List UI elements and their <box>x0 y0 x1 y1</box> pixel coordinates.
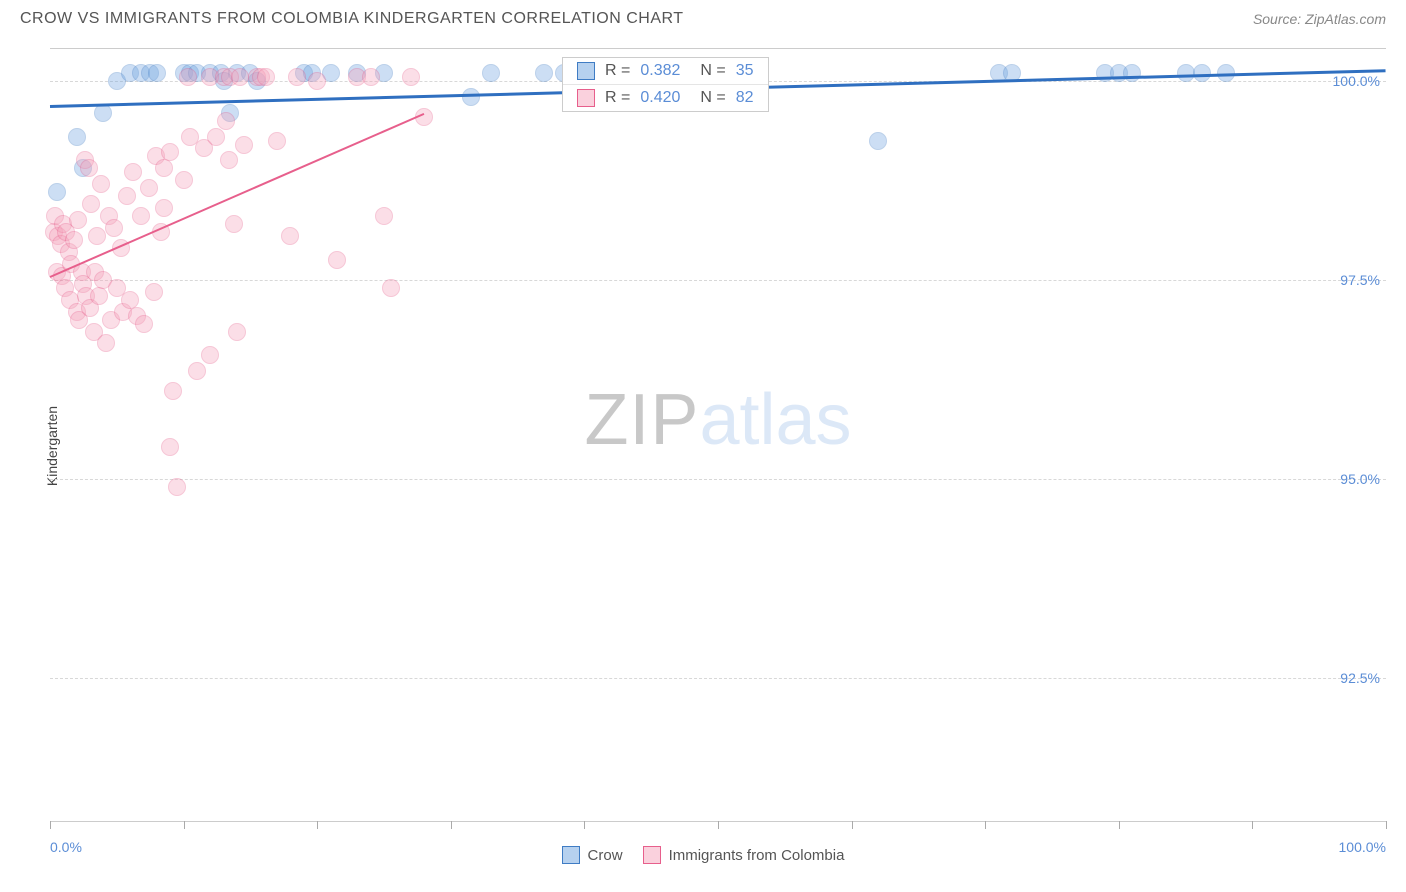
scatter-point <box>105 219 123 237</box>
x-tick <box>184 821 185 829</box>
y-tick-label: 95.0% <box>1340 471 1380 487</box>
scatter-point <box>135 315 153 333</box>
y-tick-label: 100.0% <box>1333 73 1380 89</box>
y-tick-label: 92.5% <box>1340 670 1380 686</box>
legend-n-value: 35 <box>736 62 754 80</box>
scatter-point <box>68 128 86 146</box>
gridline <box>50 479 1386 480</box>
watermark: ZIPatlas <box>584 379 851 461</box>
scatter-point <box>161 438 179 456</box>
x-tick <box>718 821 719 829</box>
scatter-point <box>281 227 299 245</box>
legend-label: Crow <box>588 847 623 864</box>
legend-row: R = 0.420 N = 82 <box>563 85 768 111</box>
swatch-icon <box>577 89 595 107</box>
x-tick <box>1252 821 1253 829</box>
scatter-point <box>97 334 115 352</box>
legend-n-label: N = <box>700 89 725 107</box>
x-tick <box>50 821 51 829</box>
scatter-point <box>48 183 66 201</box>
scatter-point <box>148 64 166 82</box>
scatter-point <box>535 64 553 82</box>
scatter-point <box>132 207 150 225</box>
scatter-point <box>201 346 219 364</box>
x-tick <box>852 821 853 829</box>
scatter-point <box>140 179 158 197</box>
x-tick <box>985 821 986 829</box>
scatter-point <box>362 68 380 86</box>
scatter-point <box>118 187 136 205</box>
scatter-point <box>164 382 182 400</box>
scatter-point <box>80 159 98 177</box>
legend-item-crow: Crow <box>562 846 623 864</box>
scatter-point <box>1193 64 1211 82</box>
legend-label: Immigrants from Colombia <box>669 847 845 864</box>
legend-item-colombia: Immigrants from Colombia <box>643 846 845 864</box>
scatter-point <box>145 283 163 301</box>
scatter-point <box>235 136 253 154</box>
scatter-point <box>124 163 142 181</box>
x-tick <box>1119 821 1120 829</box>
scatter-point <box>231 68 249 86</box>
bottom-legend: Crow Immigrants from Colombia <box>0 846 1406 864</box>
scatter-point <box>175 171 193 189</box>
y-tick-label: 97.5% <box>1340 272 1380 288</box>
scatter-point <box>90 287 108 305</box>
scatter-point <box>155 159 173 177</box>
scatter-point <box>382 279 400 297</box>
scatter-point <box>217 112 235 130</box>
scatter-point <box>179 68 197 86</box>
chart-title: CROW VS IMMIGRANTS FROM COLOMBIA KINDERG… <box>20 10 684 28</box>
scatter-point <box>228 323 246 341</box>
scatter-point <box>1123 64 1141 82</box>
x-tick <box>317 821 318 829</box>
scatter-point <box>220 151 238 169</box>
scatter-point <box>225 215 243 233</box>
scatter-point <box>69 211 87 229</box>
legend-n-label: N = <box>700 62 725 80</box>
scatter-point <box>168 478 186 496</box>
swatch-colombia <box>643 846 661 864</box>
scatter-chart: ZIPatlas 100.0%97.5%95.0%92.5%0.0%100.0%… <box>50 48 1386 822</box>
legend-r-value: 0.420 <box>640 89 680 107</box>
legend-n-value: 82 <box>736 89 754 107</box>
source-label: Source: ZipAtlas.com <box>1253 11 1386 27</box>
scatter-point <box>257 68 275 86</box>
scatter-point <box>155 199 173 217</box>
scatter-point <box>375 207 393 225</box>
legend-row: R = 0.382 N = 35 <box>563 58 768 85</box>
scatter-point <box>402 68 420 86</box>
scatter-point <box>188 362 206 380</box>
legend-r-value: 0.382 <box>640 62 680 80</box>
legend-r-label: R = <box>605 62 630 80</box>
gridline <box>50 678 1386 679</box>
scatter-point <box>328 251 346 269</box>
gridline <box>50 280 1386 281</box>
scatter-point <box>82 195 100 213</box>
scatter-point <box>65 231 83 249</box>
scatter-point <box>268 132 286 150</box>
scatter-point <box>288 68 306 86</box>
scatter-point <box>161 143 179 161</box>
x-tick <box>584 821 585 829</box>
swatch-icon <box>577 62 595 80</box>
scatter-point <box>308 72 326 90</box>
legend-r-label: R = <box>605 89 630 107</box>
swatch-crow <box>562 846 580 864</box>
correlation-legend: R = 0.382 N = 35 R = 0.420 N = 82 <box>562 57 769 112</box>
x-tick <box>451 821 452 829</box>
scatter-point <box>88 227 106 245</box>
scatter-point <box>207 128 225 146</box>
scatter-point <box>869 132 887 150</box>
scatter-point <box>92 175 110 193</box>
x-tick <box>1386 821 1387 829</box>
scatter-point <box>482 64 500 82</box>
